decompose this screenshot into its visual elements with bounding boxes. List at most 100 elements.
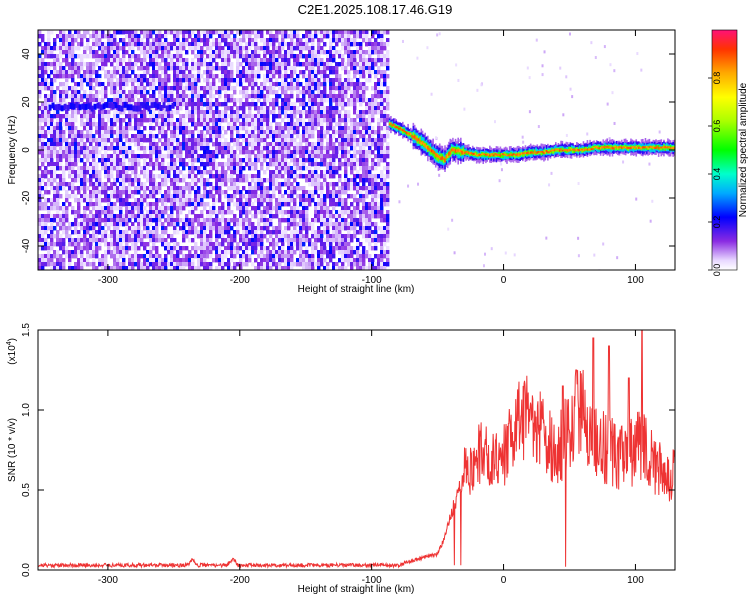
spectrogram-cell <box>266 62 270 67</box>
spectrogram-cell <box>275 206 279 211</box>
spectrogram-cell <box>200 86 204 91</box>
spectrogram-cell <box>182 74 186 79</box>
spectrogram-cell <box>341 102 345 107</box>
spectrogram-cell <box>74 246 78 251</box>
spectrogram-cell <box>272 262 276 267</box>
spectrogram-cell <box>71 210 75 215</box>
spectrogram-cell <box>221 262 225 267</box>
spectrogram-cell <box>326 182 330 187</box>
spectrogram-cell <box>134 262 138 267</box>
spectrogram-cell <box>176 178 180 183</box>
spectrogram-cell <box>176 166 180 171</box>
spectrogram-cell <box>257 138 261 143</box>
spectrogram-cell <box>41 134 45 139</box>
spectrogram-cell <box>311 146 315 151</box>
spectrogram-cell <box>314 70 318 75</box>
spectrogram-cell <box>341 130 345 135</box>
spectrogram-cell <box>230 194 234 199</box>
spectrogram-cell <box>59 158 63 163</box>
spectrogram-cell <box>56 174 60 179</box>
spectrogram-cell <box>125 30 129 35</box>
spectrogram-cell <box>41 218 45 223</box>
spectrogram-cell <box>209 150 213 155</box>
spectrogram-cell <box>323 30 327 35</box>
spectrogram-cell <box>320 114 324 119</box>
spectrogram-cell <box>233 186 237 191</box>
spectrogram-cell <box>161 206 165 211</box>
spectrogram-cell <box>320 214 324 219</box>
spectrogram-cell <box>344 110 348 115</box>
spectrogram-cell <box>176 170 180 175</box>
spectrogram-cell <box>215 210 219 215</box>
spectrogram-cell <box>278 82 282 87</box>
spectrogram-cell <box>164 138 168 143</box>
spectrogram-cell <box>41 38 45 43</box>
spectrogram-cell <box>146 258 150 263</box>
spectrogram-cell <box>164 242 168 247</box>
spectrogram-cell <box>56 122 60 127</box>
spectrogram-cell <box>242 102 246 107</box>
spectrogram-cell <box>326 242 330 247</box>
spectrogram-cell <box>50 62 54 67</box>
spectrogram-cell <box>299 42 303 47</box>
spectrogram-cell <box>227 50 231 55</box>
spectrogram-cell <box>269 238 273 243</box>
spectrogram-cell <box>311 66 315 71</box>
spectrogram-cell <box>206 74 210 79</box>
spectrogram-cell <box>335 150 339 155</box>
spectrogram-cell <box>161 234 165 239</box>
spectrogram-cell <box>332 206 336 211</box>
spectrogram-cell <box>227 54 231 59</box>
spectrogram-cell <box>47 206 51 211</box>
spectrogram-cell <box>47 66 51 71</box>
spectrogram-cell <box>152 86 156 91</box>
spectrogram-cell <box>338 178 342 183</box>
spectrogram-cell <box>344 166 348 171</box>
spectrogram-cell <box>155 210 159 215</box>
spectrogram-cell <box>302 54 306 59</box>
spectrogram-cell <box>59 206 63 211</box>
spectrogram-cell <box>248 66 252 71</box>
spectrogram-cell <box>278 222 282 227</box>
spectrogram-cell <box>176 118 180 123</box>
spectrogram-cell <box>176 202 180 207</box>
spectrogram-cell <box>137 158 141 163</box>
spectrogram-cell <box>197 170 201 175</box>
spectrogram-cell <box>197 34 201 39</box>
spectrogram-cell <box>329 62 333 67</box>
spectrogram-cell <box>101 94 105 99</box>
spectrogram-cell <box>218 94 222 99</box>
spectrogram-cell <box>71 150 75 155</box>
spectrogram-cell <box>74 62 78 67</box>
spectrogram-cell <box>191 198 195 203</box>
spectrogram-cell <box>332 142 336 147</box>
spectrogram-cell <box>101 58 105 63</box>
spectrogram-cell <box>158 102 162 107</box>
spectrogram-cell <box>185 222 189 227</box>
spectrogram-cell <box>158 138 162 143</box>
spectrogram-cell <box>251 262 255 267</box>
spectrogram-cell <box>179 186 183 191</box>
spectrogram-cell <box>281 110 285 115</box>
spectrogram-cell <box>113 122 117 127</box>
spectrogram-cell <box>266 114 270 119</box>
spectrogram-cell <box>215 246 219 251</box>
spectrogram-cell <box>254 102 258 107</box>
spectrogram-cell <box>275 150 279 155</box>
spectrogram-cell <box>137 54 141 59</box>
spectrogram-cell <box>248 162 252 167</box>
spectrogram-cell <box>266 162 270 167</box>
spectrogram-cell <box>275 146 279 151</box>
spectrogram-cell <box>128 118 132 123</box>
spectrogram-cell <box>161 114 165 119</box>
spectrogram-cell <box>77 178 81 183</box>
spectrogram-cell <box>110 222 114 227</box>
spectrogram-cell <box>101 50 105 55</box>
spectrogram-cell <box>146 98 150 103</box>
spectrogram-cell <box>221 146 225 151</box>
spectrogram-cell <box>83 230 87 235</box>
spectrogram-cell <box>74 30 78 35</box>
spectrogram-cell <box>332 82 336 87</box>
spectrogram-cell <box>155 266 159 270</box>
spectrogram-cell <box>218 170 222 175</box>
